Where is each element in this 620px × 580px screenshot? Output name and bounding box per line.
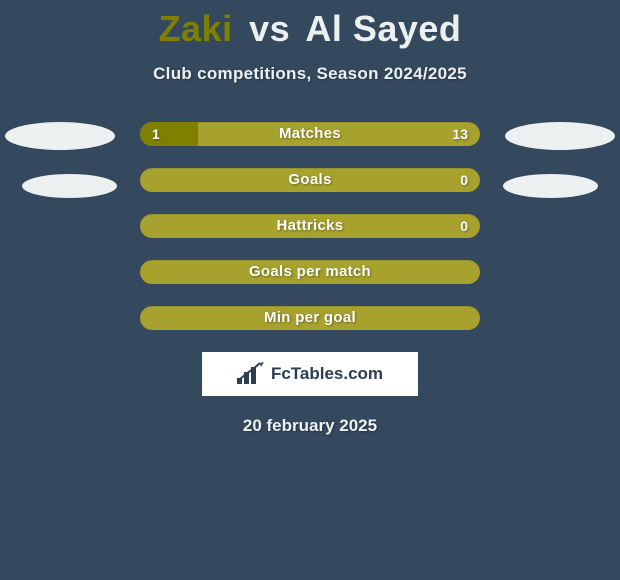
stat-bar: Matches1 13 (140, 122, 480, 146)
title-vs: vs (249, 8, 290, 49)
stat-label: Hattricks (140, 214, 480, 238)
player2-badge-large (505, 122, 615, 150)
player1-badge-large (5, 122, 115, 150)
stat-bar: Goals0 (140, 168, 480, 192)
stat-value-left: 1 (152, 122, 160, 146)
stat-bar: Min per goal (140, 306, 480, 330)
stat-bar: Goals per match (140, 260, 480, 284)
stat-value-right: 0 (460, 168, 468, 192)
comparison-chart: Matches113Goals0Hattricks0Goals per matc… (0, 122, 620, 330)
stat-label: Goals (140, 168, 480, 192)
stat-label: Goals per match (140, 260, 480, 284)
bars-icon (237, 362, 267, 386)
player1-name: Zaki (159, 8, 233, 49)
brand-text: FcTables.com (271, 364, 383, 384)
player1-badge-small (22, 174, 117, 198)
stat-value-right: 13 (452, 122, 468, 146)
date-line: 20 february 2025 (0, 416, 620, 436)
stat-bar: Hattricks0 (140, 214, 480, 238)
player2-badge-small (503, 174, 598, 198)
brand-box: FcTables.com (202, 352, 418, 396)
stat-label: Matches (140, 122, 480, 146)
page-title: Zaki vs Al Sayed (0, 0, 620, 50)
player2-name: Al Sayed (305, 8, 461, 49)
stat-label: Min per goal (140, 306, 480, 330)
stat-bars-container: Matches113Goals0Hattricks0Goals per matc… (140, 122, 480, 330)
subtitle: Club competitions, Season 2024/2025 (0, 64, 620, 84)
stat-value-right: 0 (460, 214, 468, 238)
